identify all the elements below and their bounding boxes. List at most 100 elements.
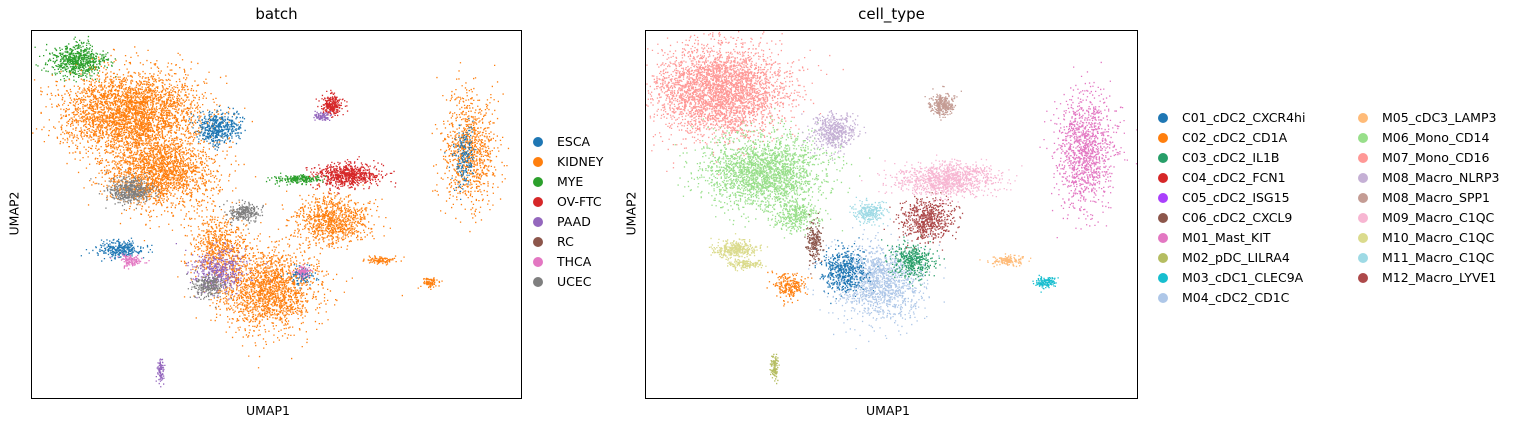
scatter-points	[801, 110, 867, 161]
legend-marker	[533, 237, 543, 247]
legend-label: KIDNEY	[557, 154, 604, 169]
legend-label: M12_Macro_LYVE1	[1382, 270, 1497, 285]
cluster-m09-macro-c1qc	[861, 154, 1023, 205]
y-axis-label-cell-type: UMAP2	[623, 191, 639, 236]
scatter-points	[804, 212, 825, 275]
cluster-paad	[175, 241, 271, 300]
cluster-thca	[109, 253, 150, 270]
cluster-esca	[80, 237, 153, 262]
cluster-kidney	[177, 201, 262, 305]
cluster-m02-pdc-lilra4	[769, 353, 780, 385]
cluster-ucec	[219, 199, 264, 230]
legend-label: MYE	[557, 174, 584, 189]
legend-marker	[1158, 253, 1168, 263]
legend-marker	[1158, 233, 1168, 243]
legend-label: M01_Mast_KIT	[1182, 230, 1271, 245]
scatter-points	[766, 270, 813, 307]
cluster-esca	[188, 105, 246, 151]
scatter-points	[188, 105, 246, 151]
cluster-m05-cdc3-lamp3	[979, 253, 1032, 268]
cluster-kidney	[362, 255, 405, 266]
cluster-thca	[291, 263, 313, 281]
scatter-points	[277, 182, 391, 264]
legend-marker	[533, 137, 543, 147]
legend-marker	[1358, 113, 1368, 123]
cluster-ucec	[186, 267, 234, 309]
legend-marker	[1358, 173, 1368, 183]
legend-marker	[1158, 213, 1168, 223]
cluster-paad	[155, 358, 166, 388]
scatter-points	[1039, 61, 1137, 239]
cluster-paad	[313, 110, 333, 121]
chart-title-batch: batch	[255, 5, 298, 23]
legend-label: M10_Macro_C1QC	[1382, 230, 1495, 245]
scatter-points	[708, 233, 769, 261]
legend-marker	[1358, 273, 1368, 283]
legend-marker	[1358, 193, 1368, 203]
legend-label: M07_Mono_CD16	[1382, 150, 1490, 165]
legend-marker	[1358, 153, 1368, 163]
legend-label: THCA	[557, 254, 592, 269]
cluster-m06-mono-cd14	[674, 108, 871, 232]
scatter-batch	[32, 35, 510, 388]
scatter-points	[304, 156, 397, 195]
scatter-points	[1032, 274, 1059, 293]
legend-marker	[1158, 273, 1168, 283]
legend-marker	[533, 157, 543, 167]
scatter-points	[265, 172, 327, 187]
scatter-points	[757, 185, 827, 239]
cluster-m08-macro-spp1	[924, 85, 962, 121]
legend-marker	[533, 257, 543, 267]
legend-label: M05_cDC3_LAMP3	[1382, 110, 1497, 125]
scatter-points	[109, 253, 150, 270]
legend-marker	[1358, 233, 1368, 243]
legend-label: RC	[557, 234, 574, 249]
cluster-c03-cdc2-il1b	[881, 235, 945, 287]
cluster-c02-cdc2-cd1a	[766, 270, 813, 307]
legend-marker	[533, 217, 543, 227]
scatter-points	[34, 35, 117, 83]
scatter-points	[417, 277, 443, 290]
scatter-points	[177, 201, 262, 305]
scatter-points	[313, 110, 333, 121]
legend-label: C03_cDC2_IL1B	[1182, 150, 1280, 165]
cluster-m10-macro-c1qc	[725, 258, 767, 272]
legend-label: PAAD	[557, 214, 591, 229]
legend-label: OV-FTC	[557, 194, 602, 209]
x-axis-label-batch: UMAP1	[246, 403, 290, 418]
cluster-m08-macro-nlrp3	[801, 110, 867, 161]
cluster-m12-macro-lyve1	[883, 191, 964, 251]
plot-area-batch	[31, 30, 522, 399]
legend-label: M09_Macro_C1QC	[1382, 210, 1495, 225]
legend-label: UCEC	[557, 274, 592, 289]
scatter-points	[219, 199, 264, 230]
scatter-points	[646, 31, 844, 176]
scatter-points	[769, 353, 780, 385]
legend-marker	[533, 177, 543, 187]
cluster-m06-mono-cd14	[757, 185, 827, 239]
legend-label: M08_Macro_NLRP3	[1382, 170, 1500, 185]
scatter-points	[924, 85, 962, 121]
cluster-kidney	[183, 222, 403, 369]
legend-label: M02_pDC_LILRA4	[1182, 250, 1290, 265]
scatter-points	[186, 267, 234, 309]
scatter-points	[32, 46, 254, 185]
cluster-m11-macro-c1qc	[849, 196, 891, 227]
cluster-esca	[444, 118, 477, 200]
legend-marker	[1158, 133, 1168, 143]
cluster-m01-mast-kit	[1039, 61, 1137, 239]
legend-marker	[1358, 253, 1368, 263]
legend-label: M03_cDC1_CLEC9A	[1182, 270, 1304, 285]
cluster-kidney	[277, 182, 391, 264]
cluster-m10-macro-c1qc	[708, 233, 769, 261]
legend-marker	[1358, 133, 1368, 143]
scatter-points	[155, 358, 166, 388]
scatter-points	[291, 263, 313, 281]
scatter-cell-type	[646, 31, 1137, 385]
scatter-points	[68, 108, 267, 242]
plot-area-cell-type	[645, 30, 1138, 399]
cluster-ucec	[90, 169, 160, 211]
cluster-mye	[265, 172, 327, 187]
legend-marker	[533, 197, 543, 207]
legend-marker	[1158, 173, 1168, 183]
